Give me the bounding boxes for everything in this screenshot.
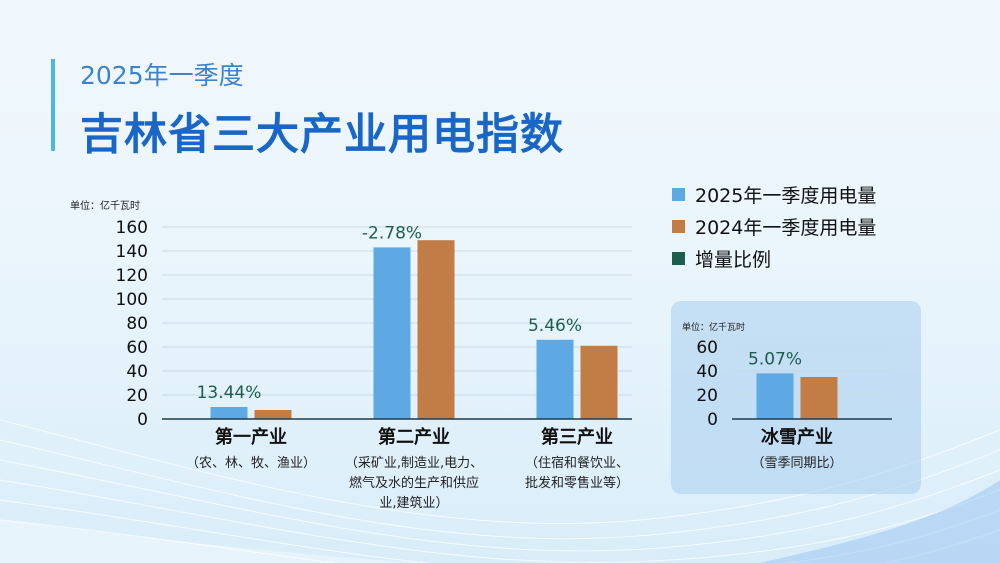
- main-ratio-label: 5.46%: [528, 316, 582, 336]
- main-category-note: （采矿业,制造业,电力、: [345, 456, 483, 471]
- legend-label-2024: 2024年一季度用电量: [695, 216, 877, 239]
- legend-swatch-2025: [672, 187, 685, 201]
- page-title: 吉林省三大产业用电指数: [80, 110, 564, 160]
- legend-label-ratio: 增量比例: [695, 248, 772, 271]
- main-ratio-label: -2.78%: [362, 223, 422, 243]
- small-bar-2024: [800, 377, 838, 419]
- small-bar-2025: [756, 373, 794, 419]
- ice-snow-panel: [671, 301, 921, 494]
- legend-item-2025: 2025年一季度用电量: [672, 178, 876, 210]
- main-chart-unit: 单位：亿千瓦时: [70, 201, 140, 212]
- main-bar-2025: [536, 339, 574, 419]
- small-ratio-label: 5.07%: [748, 349, 802, 369]
- main-ytick-label: 140: [116, 242, 148, 262]
- small-category-note: （雪季同期比）: [751, 456, 842, 471]
- small-category-label: 冰雪产业: [761, 426, 833, 448]
- main-category-note: （农、林、牧、渔业）: [186, 456, 316, 471]
- title-accent-bar: [51, 59, 55, 151]
- legend-item-2024: 2024年一季度用电量: [672, 210, 876, 242]
- main-category-label: 第一产业: [215, 426, 287, 448]
- main-category-note: （住宿和餐饮业、: [525, 455, 629, 471]
- main-category-label: 第二产业: [378, 426, 450, 448]
- main-category-note: 批发和零售业等）: [525, 475, 629, 491]
- main-bar-2025: [210, 407, 248, 419]
- main-ytick-label: 120: [116, 266, 148, 286]
- legend-label-2025: 2025年一季度用电量: [695, 184, 877, 207]
- small-ytick-label: 40: [696, 362, 718, 382]
- page-subtitle: 2025年一季度: [80, 61, 244, 90]
- main-ytick-label: 160: [116, 218, 148, 238]
- main-ytick-label: 60: [126, 338, 148, 358]
- main-ytick-label: 0: [137, 410, 148, 430]
- main-ytick-label: 80: [126, 314, 148, 334]
- small-ytick-label: 20: [696, 386, 718, 406]
- main-bar-2024: [254, 410, 292, 419]
- legend-item-ratio: 增量比例: [672, 242, 876, 274]
- legend-swatch-ratio: [672, 251, 685, 265]
- small-ytick-label: 60: [696, 338, 718, 358]
- chart-legend: 2025年一季度用电量 2024年一季度用电量 增量比例: [672, 178, 876, 274]
- main-ytick-label: 100: [116, 290, 148, 310]
- main-ratio-label: 13.44%: [197, 383, 262, 403]
- small-chart-unit: 单位：亿千瓦时: [682, 323, 746, 333]
- main-category-note: 业,建筑业）: [379, 495, 448, 511]
- main-bar-2024: [580, 345, 618, 419]
- main-ytick-label: 40: [126, 362, 148, 382]
- main-category-note: 燃气及水的生产和供应: [349, 475, 479, 491]
- main-bar-2025: [373, 247, 411, 419]
- main-bar-2024: [417, 240, 455, 419]
- legend-swatch-2024: [672, 219, 685, 233]
- main-ytick-label: 20: [126, 386, 148, 406]
- small-ytick-label: 0: [707, 410, 718, 430]
- main-category-label: 第三产业: [541, 426, 613, 448]
